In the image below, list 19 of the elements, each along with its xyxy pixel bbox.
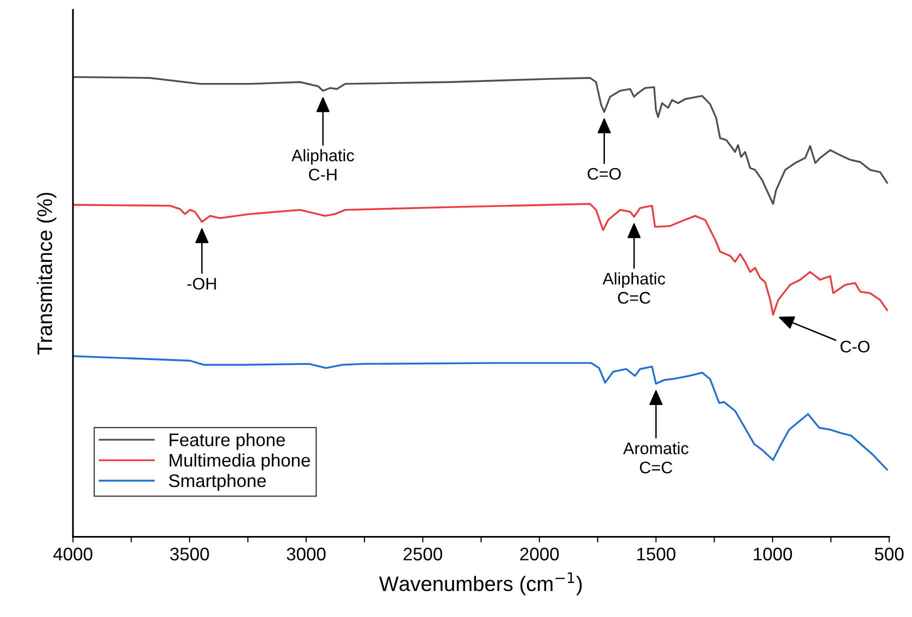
x-tick-label: 4000 <box>53 548 92 560</box>
x-tick-label: 1500 <box>637 548 676 560</box>
legend-label: Multimedia phone <box>170 453 310 470</box>
annotation: C=O <box>588 168 621 180</box>
annotation: -OH <box>187 278 216 290</box>
y-axis-title: Transmitance (%) <box>36 192 56 355</box>
annotation: C-O <box>840 340 870 353</box>
annotation: Aliphatic C=C <box>602 272 666 304</box>
x-tick-label: 2500 <box>404 548 442 560</box>
x-tick-label: 3500 <box>170 548 209 560</box>
legend-label: Feature phone <box>170 433 285 450</box>
annotation: Aromatic C=C <box>623 442 688 474</box>
x-tick-label: 1000 <box>754 548 792 560</box>
legend-label: Smartphone <box>169 474 266 491</box>
x-tick-label: 500 <box>874 548 904 560</box>
x-axis-title: Wavenumbers (cm$^{−1}$) <box>379 572 582 596</box>
x-tick-label: 3000 <box>286 548 326 560</box>
x-tick-label: 2000 <box>520 548 559 560</box>
annotation: Aliphatic C-H <box>292 149 354 181</box>
